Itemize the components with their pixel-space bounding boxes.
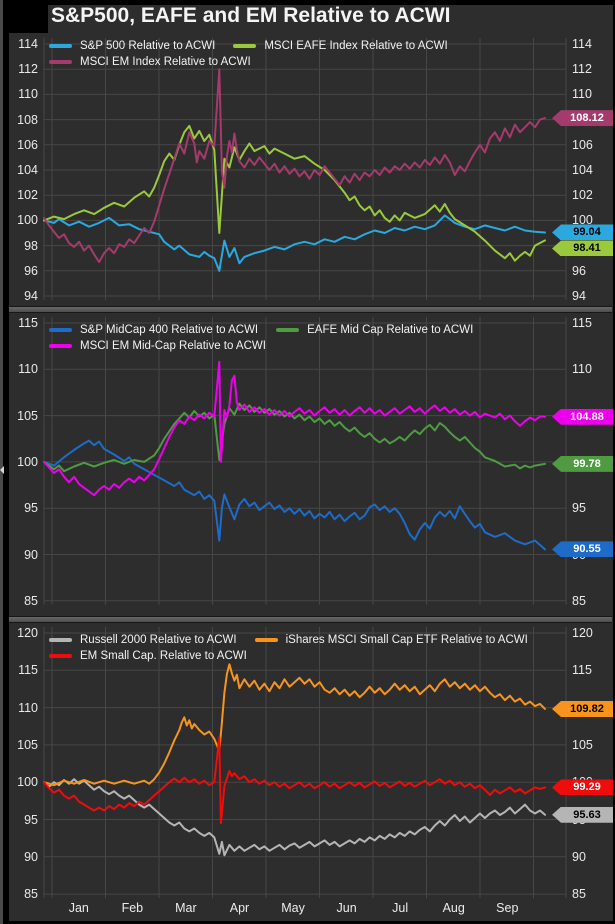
em-smallcap-rel-acwi-line (43, 736, 546, 825)
eafe-midcap-rel-acwi-line (43, 402, 546, 473)
msci-em-midcap-rel-acwi-line (43, 360, 546, 497)
ishares-msci-smallcap-etf-rel-acwi-line (43, 663, 546, 787)
legend-label: EAFE Mid Cap Relative to ACWI (307, 323, 474, 336)
legend-item[interactable]: iShares MSCI Small Cap ETF Relative to A… (254, 633, 528, 646)
legend-swatch-icon (49, 43, 72, 48)
x-axis-month-label: May (281, 901, 305, 915)
legend-row: S&P MidCap 400 Relative to ACWI EAFE Mid … (49, 322, 473, 337)
collapse-left-arrow-icon[interactable] (0, 466, 4, 474)
legend-label: iShares MSCI Small Cap ETF Relative to A… (285, 633, 528, 646)
legend-item[interactable]: MSCI EM Index Relative to ACWI (49, 56, 251, 68)
legend-row: Russell 2000 Relative to ACWI iShares MSC… (49, 632, 528, 647)
legend-item[interactable]: S&P MidCap 400 Relative to ACWI (49, 324, 258, 336)
msci-eafe-rel-acwi-line (43, 124, 546, 262)
legend-row: MSCI EM Index Relative to ACWI (49, 54, 448, 69)
x-axis-month-label: Feb (121, 901, 144, 915)
legend-label: S&P 500 Relative to ACWI (80, 39, 216, 52)
russell2000-rel-acwi-line (43, 778, 546, 857)
x-axis-month-label: Aug (442, 901, 465, 915)
legend-label: MSCI EAFE Index Relative to ACWI (264, 39, 448, 52)
legend-label: S&P MidCap 400 Relative to ACWI (80, 323, 259, 336)
legend-item[interactable]: MSCI EM Mid-Cap Relative to ACWI (49, 340, 266, 352)
legend-item[interactable]: Russell 2000 Relative to ACWI (49, 634, 237, 646)
legend-swatch-icon (49, 343, 72, 348)
chart-title: S&P500, EAFE and EM Relative to ACWI (51, 4, 451, 27)
legend-label: MSCI EM Mid-Cap Relative to ACWI (80, 339, 266, 352)
x-axis-month-label: Mar (175, 901, 197, 915)
legend-row: EM Small Cap. Relative to ACWI (49, 648, 528, 663)
legend-swatch-icon (276, 327, 300, 332)
legend-row: S&P 500 Relative to ACWI MSCI EAFE Index … (49, 38, 448, 53)
legend-item[interactable]: MSCI EAFE Index Relative to ACWI (233, 39, 448, 52)
x-axis-month-label: Jan (68, 901, 89, 915)
legend-swatch-icon (233, 43, 257, 48)
sp500-rel-acwi-line (43, 214, 546, 272)
legend-swatch-icon (49, 653, 72, 658)
legend-label: EM Small Cap. Relative to ACWI (80, 649, 247, 662)
legend-swatch-icon (49, 637, 72, 642)
x-axis-month-label: Apr (229, 901, 250, 915)
legend-swatch-icon (254, 637, 278, 642)
sp-midcap400-rel-acwi-line (43, 439, 546, 551)
legend-item[interactable]: EAFE Mid Cap Relative to ACWI (276, 324, 473, 336)
x-axis: Jan Feb Mar Apr May Jun Jul Aug Sep (52, 901, 534, 915)
legend-swatch-icon (49, 59, 72, 64)
x-axis-month-label: Sep (496, 901, 519, 915)
msci-em-rel-acwi-line (43, 68, 546, 263)
legend-mid-cap: S&P MidCap 400 Relative to ACWI EAFE Mid … (49, 322, 473, 353)
legend-item[interactable]: EM Small Cap. Relative to ACWI (49, 650, 247, 662)
panel-splitter[interactable] (3, 306, 612, 313)
legend-swatch-icon (49, 327, 72, 332)
legend-label: MSCI EM Index Relative to ACWI (80, 55, 251, 68)
x-axis-month-label: Jul (392, 901, 409, 915)
legend-small-cap: Russell 2000 Relative to ACWI iShares MSC… (49, 632, 528, 663)
legend-item[interactable]: S&P 500 Relative to ACWI (49, 40, 215, 52)
legend-label: Russell 2000 Relative to ACWI (80, 633, 237, 646)
x-axis-month-label: Jun (336, 901, 357, 915)
panel-splitter[interactable] (3, 616, 612, 623)
sidebar-grip[interactable] (0, 0, 4, 924)
legend-large-cap: S&P 500 Relative to ACWI MSCI EAFE Index … (49, 38, 448, 69)
legend-row: MSCI EM Mid-Cap Relative to ACWI (49, 338, 473, 353)
